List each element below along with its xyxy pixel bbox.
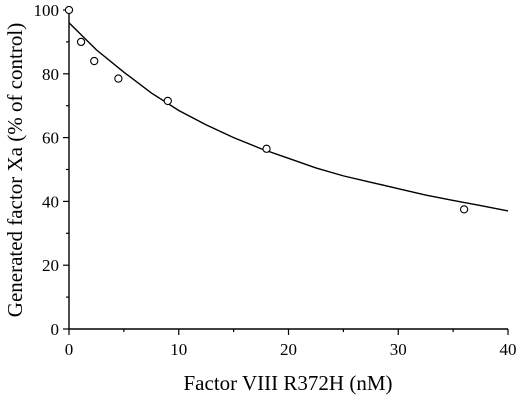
y-tick-label: 20 (42, 256, 59, 275)
data-point (64, 5, 74, 15)
x-tick-label: 0 (65, 340, 74, 359)
y-axis-title: Generated factor Xa (% of control) (3, 23, 27, 317)
x-tick-label: 30 (390, 340, 407, 359)
y-tick-label: 40 (42, 192, 59, 211)
data-point (90, 56, 99, 66)
plot-area: 0 10 20 30 40 0 20 40 60 80 100 (34, 1, 517, 359)
data-point (76, 37, 86, 47)
data-point (163, 96, 172, 106)
y-tick-label: 80 (42, 65, 59, 84)
data-point (114, 74, 123, 83)
data-point (459, 205, 469, 214)
y-tick-label: 60 (42, 129, 59, 148)
y-tick-label: 0 (51, 320, 60, 339)
x-tick-label: 10 (170, 340, 187, 359)
x-axis-title: Factor VIII R372H (nM) (184, 371, 393, 395)
y-tick-label: 100 (34, 1, 60, 20)
data-point (262, 144, 271, 153)
x-tick-label: 40 (500, 340, 517, 359)
x-tick-label: 20 (280, 340, 297, 359)
fit-curve (68, 22, 509, 212)
